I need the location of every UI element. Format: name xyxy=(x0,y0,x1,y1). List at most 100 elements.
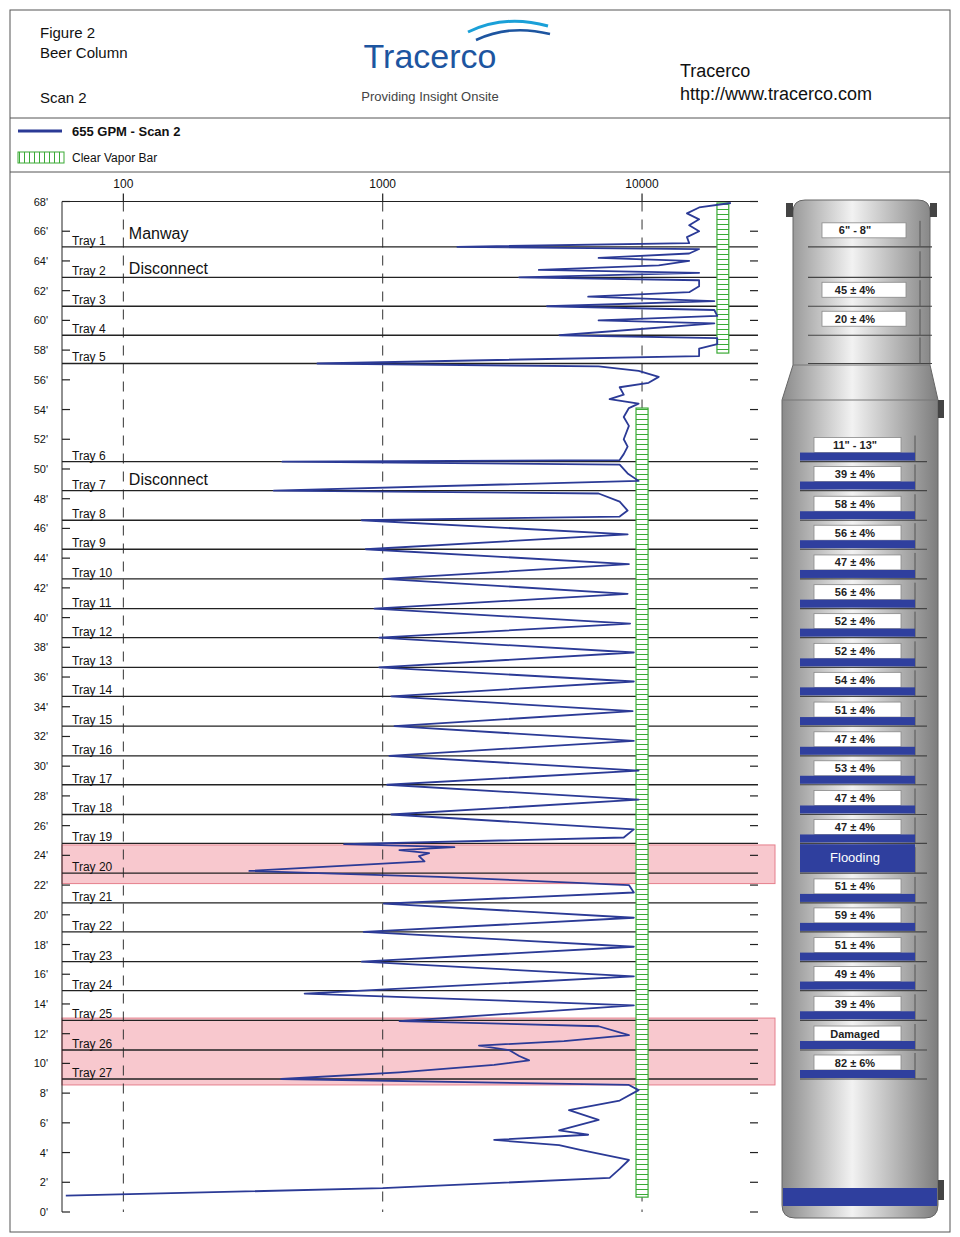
tick xyxy=(750,1122,758,1123)
tick xyxy=(62,825,70,826)
reading-box xyxy=(822,311,906,326)
reading-box xyxy=(814,496,901,511)
tick-label: 52' xyxy=(34,433,48,445)
highlight-band xyxy=(62,1018,775,1085)
vapor-bar xyxy=(717,203,729,353)
tray-reading: 47 ± 4% xyxy=(835,821,876,833)
tray-liquid xyxy=(800,511,915,519)
tick xyxy=(750,617,758,618)
tray-reading: 47 ± 4% xyxy=(835,792,876,804)
tray-deck xyxy=(800,578,927,579)
tick-label: 44' xyxy=(34,552,48,564)
reading-box xyxy=(814,819,901,834)
tick xyxy=(62,676,70,677)
tray-reading: Damaged xyxy=(830,1028,880,1040)
tray-label: Tray 23 xyxy=(72,949,113,963)
tray-liquid xyxy=(800,844,915,872)
tray-deck xyxy=(800,873,927,874)
divider xyxy=(10,172,950,173)
tray-line xyxy=(62,637,758,638)
vessel-seam xyxy=(782,400,938,401)
tray-line xyxy=(62,1049,758,1050)
tray-label: Tray 8 xyxy=(72,507,106,521)
tick xyxy=(750,260,758,261)
tray-reading: 51 ± 4% xyxy=(835,880,876,892)
tick xyxy=(123,194,124,202)
tray-reading: 59 ± 4% xyxy=(835,909,876,921)
tick xyxy=(750,587,758,588)
reading-box xyxy=(814,938,901,953)
tick xyxy=(62,1122,70,1123)
tick xyxy=(750,766,758,767)
highlight-band xyxy=(62,845,775,884)
reading-box xyxy=(814,879,901,894)
tick xyxy=(750,944,758,945)
tick xyxy=(62,795,70,796)
reading-box xyxy=(814,525,901,540)
tick xyxy=(62,260,70,261)
tick xyxy=(750,498,758,499)
tick xyxy=(62,974,70,975)
tick-label: 38' xyxy=(34,641,48,653)
grid-line xyxy=(123,202,124,1213)
tick xyxy=(750,884,758,885)
tray-deck xyxy=(800,696,927,697)
tray-reading: Flooding xyxy=(830,850,880,865)
tick-label: 100 xyxy=(113,177,133,191)
tick-label: 64' xyxy=(34,255,48,267)
tray-liquid xyxy=(800,570,915,578)
reading-box xyxy=(814,908,901,923)
legend-label: Clear Vapor Bar xyxy=(72,151,157,165)
tick xyxy=(62,498,70,499)
vessel xyxy=(782,200,938,1218)
tick xyxy=(750,647,758,648)
tick xyxy=(641,194,642,202)
tray-label: Tray 27 xyxy=(72,1066,113,1080)
tray-deck xyxy=(800,814,927,815)
tick xyxy=(62,1182,70,1183)
annotation: Disconnect xyxy=(129,471,209,488)
tray-liquid xyxy=(800,834,915,842)
reading-box xyxy=(822,282,906,297)
reading-box xyxy=(814,761,901,776)
tray-reading: 51 ± 4% xyxy=(835,704,876,716)
tray-reading: 82 ± 6% xyxy=(835,1057,876,1069)
tick-label: 16' xyxy=(34,968,48,980)
tick xyxy=(62,350,70,351)
reading-box xyxy=(814,967,901,982)
tray-liquid xyxy=(800,982,915,990)
tray-line xyxy=(62,873,758,874)
divider xyxy=(10,118,950,119)
tray-reading: 54 ± 4% xyxy=(835,674,876,686)
tick xyxy=(62,1063,70,1064)
tick xyxy=(750,1093,758,1094)
tray-label: Tray 18 xyxy=(72,801,113,815)
tray-reading: 56 ± 4% xyxy=(835,586,876,598)
tray-reading: 39 ± 4% xyxy=(835,998,876,1010)
tick-label: 66' xyxy=(34,225,48,237)
tick xyxy=(750,1211,758,1212)
tray-label: Tray 26 xyxy=(72,1037,113,1051)
tray-label: Tray 22 xyxy=(72,919,113,933)
tray-label: Tray 12 xyxy=(72,625,113,639)
tick-label: 50' xyxy=(34,463,48,475)
tick xyxy=(750,855,758,856)
downcomer xyxy=(920,309,921,335)
tray-deck xyxy=(800,961,927,962)
grid-line xyxy=(382,202,383,1213)
tray-deck xyxy=(800,725,927,726)
downcomer xyxy=(920,251,921,277)
tick xyxy=(62,290,70,291)
tray-line xyxy=(62,608,758,609)
tray-deck xyxy=(800,520,927,521)
tray-deck xyxy=(800,490,927,491)
tray-label: Tray 11 xyxy=(72,596,112,610)
tray-deck xyxy=(800,667,927,668)
tick xyxy=(750,1033,758,1034)
tick-label: 32' xyxy=(34,730,48,742)
tray-liquid xyxy=(800,600,915,608)
reading-box xyxy=(814,438,901,453)
tick-label: 34' xyxy=(34,701,48,713)
tick-label: 12' xyxy=(34,1028,48,1040)
tray-line xyxy=(62,335,758,336)
